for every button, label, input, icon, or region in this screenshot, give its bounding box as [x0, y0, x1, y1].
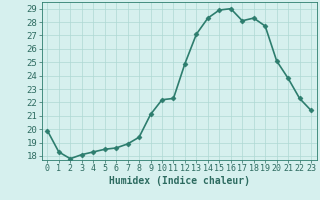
X-axis label: Humidex (Indice chaleur): Humidex (Indice chaleur) — [109, 176, 250, 186]
